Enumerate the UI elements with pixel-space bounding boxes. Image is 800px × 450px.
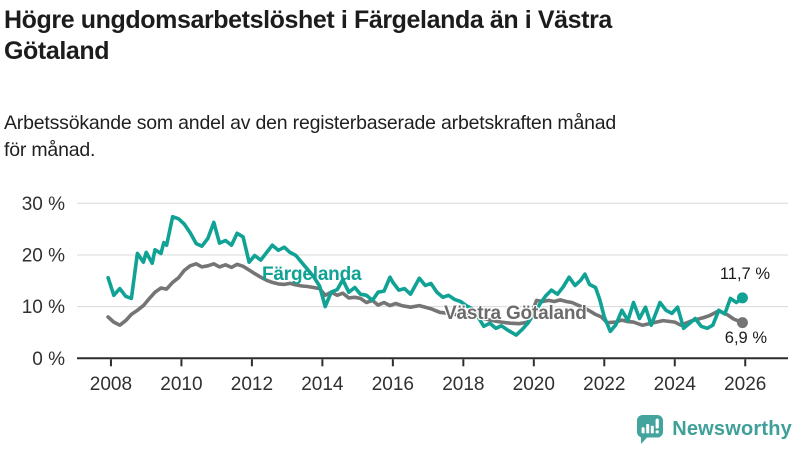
- x-tick-label: 2026: [724, 374, 766, 395]
- x-tick-label: 2020: [513, 374, 555, 395]
- y-tick-label: 20 %: [22, 245, 65, 266]
- x-tick-label: 2008: [90, 374, 132, 395]
- y-tick-label: 30 %: [22, 194, 65, 215]
- end-dot-v-stra-g-taland: [736, 317, 748, 329]
- x-tick-label: 2024: [654, 374, 697, 395]
- x-tick-label: 2018: [442, 374, 484, 395]
- x-tick-label: 2014: [301, 374, 344, 395]
- chart-subtitle: Arbetssökande som andel av den registerb…: [4, 110, 784, 164]
- subtitle-line-2: för månad.: [4, 139, 96, 161]
- end-value-fargelanda: 11,7 %: [719, 265, 770, 283]
- x-tick-label: 2016: [372, 374, 414, 395]
- series-label-vastra-gotaland: Västra Götaland: [444, 303, 587, 324]
- end-dot-f-rgelanda: [736, 292, 748, 304]
- series-line-f-rgelanda: [106, 214, 745, 337]
- page-title: Högre ungdomsarbetslöshet i Färgelanda ä…: [4, 5, 784, 67]
- series-label-fargelanda: Färgelanda: [262, 264, 362, 285]
- x-tick-label: 2010: [160, 374, 202, 395]
- newsworthy-wordmark: Newsworthy: [672, 418, 792, 440]
- title-line-2: Götaland: [4, 37, 110, 65]
- subtitle-line-1: Arbetssökande som andel av den registerb…: [4, 112, 617, 134]
- y-tick-label: 10 %: [22, 297, 65, 318]
- title-line-1: Högre ungdomsarbetslöshet i Färgelanda ä…: [4, 6, 612, 34]
- x-tick-label: 2012: [231, 374, 273, 395]
- x-tick-label: 2022: [583, 374, 625, 395]
- series-line-v-stra-g-taland: [106, 261, 745, 328]
- newsworthy-logo[interactable]: Newsworthy: [636, 414, 792, 445]
- y-tick-label: 0 %: [32, 349, 65, 370]
- end-value-vastra-gotaland: 6,9 %: [724, 329, 767, 347]
- newsworthy-bubble-chart-icon: [636, 414, 664, 445]
